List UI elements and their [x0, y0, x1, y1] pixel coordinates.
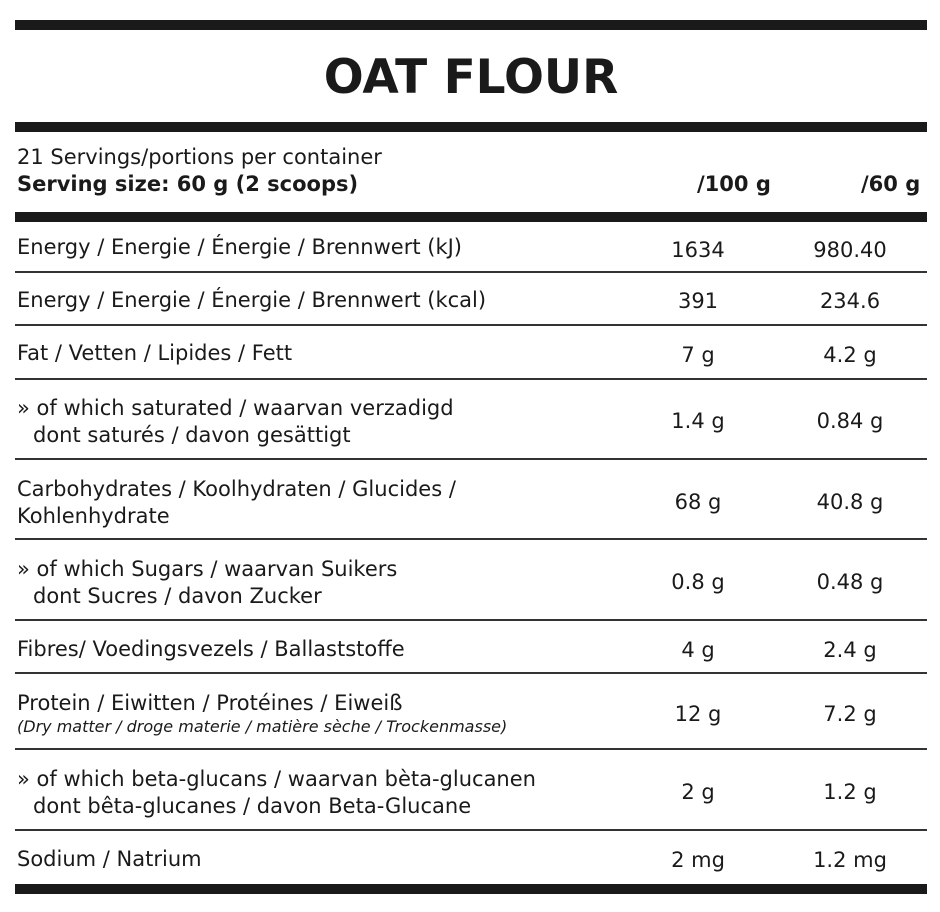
title-rule: [15, 122, 927, 132]
row-divider: [15, 538, 927, 540]
top-rule: [15, 20, 927, 30]
row-divider: [15, 748, 927, 750]
servings-per-container: 21 Servings/portions per container: [17, 145, 382, 169]
row-label-sugars: » of which Sugars / waarvan Suikers dont…: [17, 556, 397, 610]
row-label-carbohydrates: Carbohydrates / Koolhydraten / Glucides …: [17, 476, 456, 530]
row-value-60g: 980.40: [813, 238, 887, 262]
row-label-sodium: Sodium / Natrium: [17, 847, 202, 871]
row-label-protein: Protein / Eiwitten / Protéines / Eiweiß …: [17, 690, 507, 737]
row-value-100g: 2 mg: [671, 848, 725, 872]
bottom-rule: [15, 884, 927, 894]
label-line-2: dont bêta-glucanes / davon Beta-Glucane: [33, 794, 472, 818]
row-label-saturated: » of which saturated / waarvan verzadigd…: [17, 395, 454, 449]
label-line-1: Protein / Eiwitten / Protéines / Eiweiß: [17, 691, 403, 715]
column-header-60g: /60 g: [861, 172, 921, 196]
row-label-beta-glucans: » of which beta-glucans / waarvan bèta-g…: [17, 766, 536, 820]
label-line-2: Kohlenhydrate: [17, 504, 170, 528]
label-line-1: Carbohydrates / Koolhydraten / Glucides …: [17, 477, 456, 501]
row-value-100g: 1.4 g: [671, 409, 725, 433]
row-value-60g: 40.8 g: [816, 490, 884, 514]
product-title: OAT FLOUR: [323, 50, 619, 105]
row-label-energy-kcal: Energy / Energie / Énergie / Brennwert (…: [17, 288, 487, 312]
row-value-60g: 0.48 g: [816, 570, 884, 594]
label-note: (Dry matter / droge materie / matière sè…: [17, 717, 508, 736]
row-value-100g: 4 g: [681, 638, 715, 662]
row-value-100g: 7 g: [681, 343, 715, 367]
row-label-fibres: Fibres/ Voedingsvezels / Ballaststoffe: [17, 637, 405, 661]
row-value-60g: 0.84 g: [816, 409, 884, 433]
row-value-100g: 12 g: [674, 702, 722, 726]
row-divider: [15, 378, 927, 380]
row-value-100g: 1634: [671, 238, 725, 262]
nutrition-table: OAT FLOUR 21 Servings/portions per conta…: [15, 0, 927, 912]
row-divider: [15, 271, 927, 273]
row-value-60g: 2.4 g: [823, 638, 877, 662]
row-label-energy-kj: Energy / Energie / Énergie / Brennwert (…: [17, 235, 462, 259]
row-value-60g: 4.2 g: [823, 343, 877, 367]
row-value-100g: 391: [677, 289, 719, 313]
row-value-60g: 1.2 mg: [813, 848, 887, 872]
label-line-1: » of which beta-glucans / waarvan bèta-g…: [17, 767, 536, 791]
row-label-fat: Fat / Vetten / Lipides / Fett: [17, 341, 293, 365]
row-value-100g: 2 g: [681, 780, 715, 804]
serving-size: Serving size: 60 g (2 scoops): [17, 172, 359, 196]
row-value-100g: 68 g: [674, 490, 722, 514]
row-divider: [15, 458, 927, 460]
row-divider: [15, 619, 927, 621]
row-value-100g: 0.8 g: [671, 570, 725, 594]
row-value-60g: 234.6: [819, 289, 881, 313]
row-value-60g: 1.2 g: [823, 780, 877, 804]
row-divider: [15, 672, 927, 674]
row-value-60g: 7.2 g: [823, 702, 877, 726]
label-line-1: » of which saturated / waarvan verzadigd: [17, 396, 454, 420]
row-divider: [15, 324, 927, 326]
column-header-100g: /100 g: [697, 172, 771, 196]
label-line-2: dont Sucres / davon Zucker: [33, 584, 322, 608]
label-line-2: dont saturés / davon gesättigt: [33, 423, 351, 447]
header-rule: [15, 212, 927, 222]
label-line-1: » of which Sugars / waarvan Suikers: [17, 557, 398, 581]
row-divider: [15, 829, 927, 831]
